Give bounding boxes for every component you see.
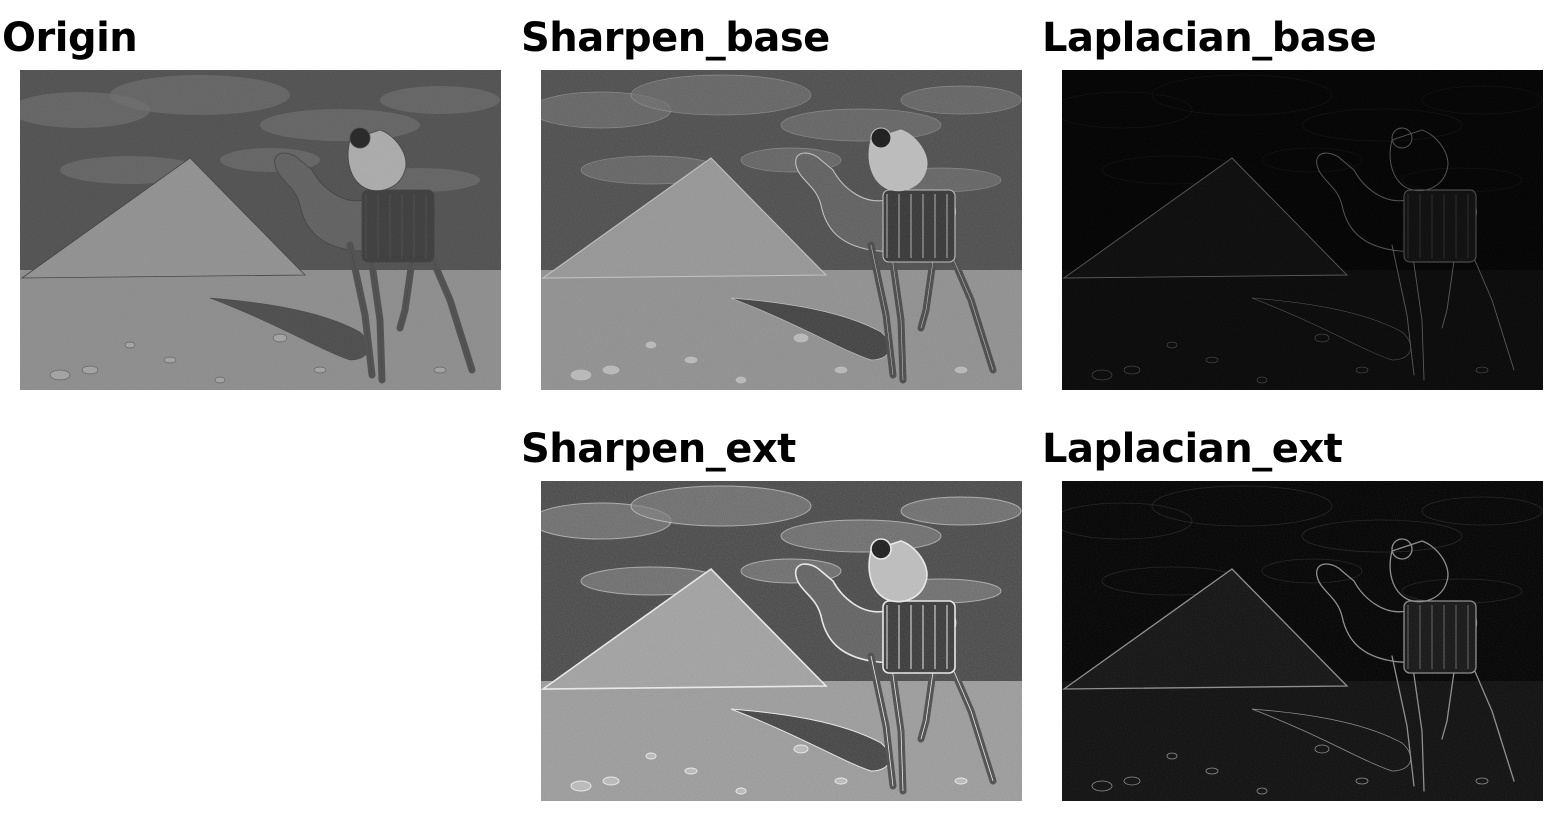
sharpen-ext-image — [541, 481, 1022, 801]
laplacian-ext-title: Laplacian_ext — [1042, 426, 1343, 472]
laplacian-ext-image — [1062, 481, 1543, 801]
sharpen-base-title: Sharpen_base — [521, 15, 830, 61]
laplacian-base-title: Laplacian_base — [1042, 15, 1377, 61]
sharpen-ext-title: Sharpen_ext — [521, 426, 796, 472]
origin-title: Origin — [2, 15, 138, 61]
sharpen-base-image — [541, 70, 1022, 390]
laplacian-base-image — [1062, 70, 1543, 390]
origin-image — [20, 70, 501, 390]
